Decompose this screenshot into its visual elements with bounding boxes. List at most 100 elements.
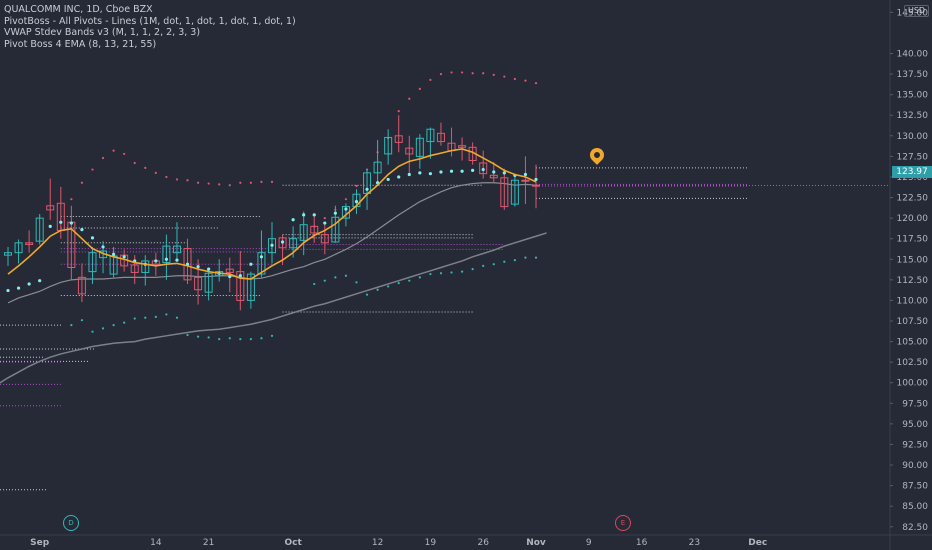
ema-dot [270, 243, 274, 247]
ema-dot [164, 257, 168, 261]
y-tick-label: 117.50 [897, 235, 929, 245]
vwap-upper-band-dot [70, 198, 73, 201]
ema-dot [312, 213, 316, 217]
vwap-upper-band-dot [101, 156, 105, 160]
vwap-upper-band-dot [524, 79, 527, 82]
vwap-upper-band-dot [207, 182, 210, 185]
legend: QUALCOMM INC, 1D, Cboe BZX PivotBoss - A… [4, 4, 296, 50]
symbol-title[interactable]: QUALCOMM INC, 1D, Cboe BZX [4, 4, 153, 15]
candle-body [373, 161, 382, 174]
earnings-event-icon[interactable]: E [615, 515, 631, 531]
ema-dot [323, 221, 327, 225]
vwap-lower-band-dot [154, 315, 157, 318]
vwap-upper-band-dot [439, 72, 443, 76]
vwap-lower-band-dot [249, 338, 252, 341]
vwap-lower-band-dot [503, 260, 506, 263]
ema-dot [27, 282, 31, 286]
candle-body [25, 242, 34, 245]
vwap-lower-band-dot [228, 337, 231, 340]
vwap-lower-band-dot [91, 330, 94, 333]
vwap-lower-band-dot [70, 324, 73, 327]
x-tick-label: 16 [636, 538, 648, 548]
candle-body [500, 177, 509, 208]
candle-body [405, 147, 414, 155]
ema-dot [280, 240, 285, 244]
y-tick-label: 122.50 [897, 194, 929, 204]
ema-dot [534, 177, 538, 182]
vwap-lower-band-dot [334, 276, 337, 279]
ema-dot [333, 211, 337, 215]
vwap-lower-band-dot [492, 263, 495, 266]
candle-body [489, 174, 498, 179]
ema-dot [228, 274, 232, 279]
vwap-lower-band-dot [408, 279, 411, 282]
ema-dot [481, 167, 485, 172]
vwap-lower-band-dot [365, 293, 369, 296]
ema-dot [291, 218, 295, 222]
candle-body [141, 260, 150, 273]
candle-body [268, 238, 276, 254]
vwap-upper-band-dot [260, 180, 263, 183]
candle-body [172, 245, 181, 254]
y-tick-label: 102.50 [897, 358, 929, 368]
indicator-ema-label[interactable]: Pivot Boss 4 EMA (8, 13, 21, 55) [4, 38, 157, 50]
y-tick-label: 92.50 [902, 440, 928, 450]
x-tick-label: 9 [586, 538, 592, 548]
ema-dot [249, 262, 253, 266]
y-tick-label: 97.50 [902, 399, 928, 409]
vwap-lower-band-dot [80, 319, 84, 322]
ema-dot [101, 245, 105, 249]
vwap-lower-band-dot [313, 282, 316, 286]
vwap-lower-band-dot [513, 258, 516, 262]
y-tick-label: 127.50 [897, 152, 929, 162]
vwap-lower-band-dot [397, 282, 400, 285]
y-tick-label: 135.00 [897, 91, 929, 101]
ema-dot [449, 169, 454, 173]
ema-dot [175, 258, 179, 262]
ema-dot [439, 170, 443, 174]
x-tick-label: Sep [30, 538, 50, 548]
vwap-upper-band-dot [355, 184, 358, 188]
vwap-lower-band-dot [524, 256, 527, 259]
ema-dot [460, 169, 464, 173]
vwap-lower-band-dot [429, 272, 432, 276]
ema-dot [259, 255, 264, 259]
vwap-lower-band-dot [344, 274, 348, 277]
vwap-lower-band-dot [460, 270, 464, 273]
candle-body [510, 179, 519, 205]
candle-body [289, 238, 298, 249]
vwap-lower-band-dot [439, 272, 443, 275]
vwap-upper-band-dot [228, 184, 231, 187]
vwap-lower-band-dot [270, 334, 274, 337]
currency-badge[interactable]: USD [904, 5, 930, 17]
vwap-upper-band-dot [323, 217, 326, 220]
y-tick-label: 107.50 [897, 317, 929, 327]
vwap-upper-band-dot [165, 175, 168, 179]
ema-dot [122, 255, 126, 259]
vwap-upper-band-dot [249, 181, 252, 184]
candle-body [394, 135, 403, 143]
candle-body [14, 242, 23, 254]
x-tick-label: Dec [748, 538, 767, 548]
candle-body [426, 128, 435, 143]
y-tick-label: 115.00 [897, 255, 929, 265]
vwap-lower-band-dot [101, 327, 105, 330]
vwap-upper-band-dot [429, 78, 432, 81]
vwap-upper-band-dot [239, 181, 242, 184]
vwap-upper-band-dot [460, 71, 464, 74]
vwap-upper-band-dot [123, 152, 126, 156]
candle-body [384, 136, 393, 155]
candle-body [415, 137, 424, 157]
indicator-pivots-label[interactable]: PivotBoss - All Pivots - Lines (1M, dot,… [4, 15, 296, 27]
candle-body [299, 224, 308, 241]
y-tick-label: 145.00 [897, 8, 929, 18]
ema-dot [196, 265, 200, 269]
vwap-lower-band-dot [376, 288, 379, 291]
ema-dot [471, 168, 475, 172]
dividend-event-icon[interactable]: D [63, 515, 79, 531]
vwap-upper-band-dot [144, 166, 147, 170]
candle-body [46, 205, 55, 211]
candle-body [257, 252, 266, 275]
indicator-vwap-label[interactable]: VWAP Stdev Bands v3 (M, 1, 1, 2, 2, 3, 3… [4, 27, 201, 38]
